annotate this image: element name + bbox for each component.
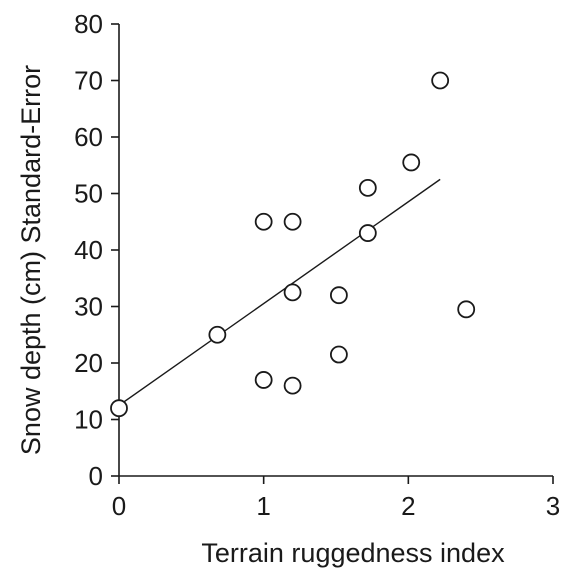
data-point <box>457 300 476 319</box>
data-point <box>431 71 450 90</box>
y-tick-label: 70 <box>74 66 103 96</box>
data-point <box>358 224 377 242</box>
data-point <box>402 153 421 172</box>
y-tick-label: 40 <box>74 235 103 265</box>
y-tick-label: 50 <box>74 179 103 209</box>
y-tick-label: 20 <box>74 348 103 378</box>
y-tick-label: 0 <box>89 461 103 491</box>
data-points <box>110 71 476 418</box>
y-tick-label: 30 <box>74 292 103 322</box>
data-point <box>329 286 348 305</box>
x-tick-label: 1 <box>256 491 270 521</box>
trend-line <box>118 178 441 406</box>
data-point <box>283 212 302 231</box>
y-tick-label: 80 <box>74 9 103 39</box>
data-point <box>110 399 128 418</box>
data-point <box>358 178 377 197</box>
y-tick-label: 10 <box>74 405 103 435</box>
y-axis-title: Snow depth (cm) Standard-Error <box>16 65 46 455</box>
x-tick-label: 0 <box>112 491 126 521</box>
y-tick-label: 60 <box>74 122 103 152</box>
x-axis-ticks: 0 1 2 3 <box>112 476 560 521</box>
x-tick-label: 3 <box>546 491 560 521</box>
data-point <box>254 371 273 389</box>
x-tick-label: 2 <box>401 491 415 521</box>
data-point <box>283 376 302 395</box>
data-point <box>208 325 227 344</box>
data-point <box>283 283 302 302</box>
data-point <box>254 212 273 231</box>
data-point <box>329 345 348 364</box>
y-axis-ticks: 0 10 20 30 40 50 60 70 80 <box>74 9 119 491</box>
x-axis-title: Terrain ruggedness index <box>201 538 505 568</box>
